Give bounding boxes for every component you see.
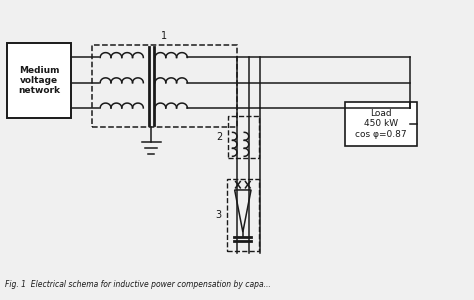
- Text: Load
450 kW
cos φ=0.87: Load 450 kW cos φ=0.87: [355, 109, 407, 139]
- Text: 1: 1: [161, 32, 167, 41]
- Text: 2: 2: [216, 132, 222, 142]
- FancyBboxPatch shape: [8, 43, 71, 118]
- FancyBboxPatch shape: [345, 102, 417, 146]
- Text: 3: 3: [215, 210, 221, 220]
- Text: Fig. 1  Electrical schema for inductive power compensation by capa...: Fig. 1 Electrical schema for inductive p…: [5, 280, 271, 289]
- Text: Medium
voltage
network: Medium voltage network: [18, 66, 60, 95]
